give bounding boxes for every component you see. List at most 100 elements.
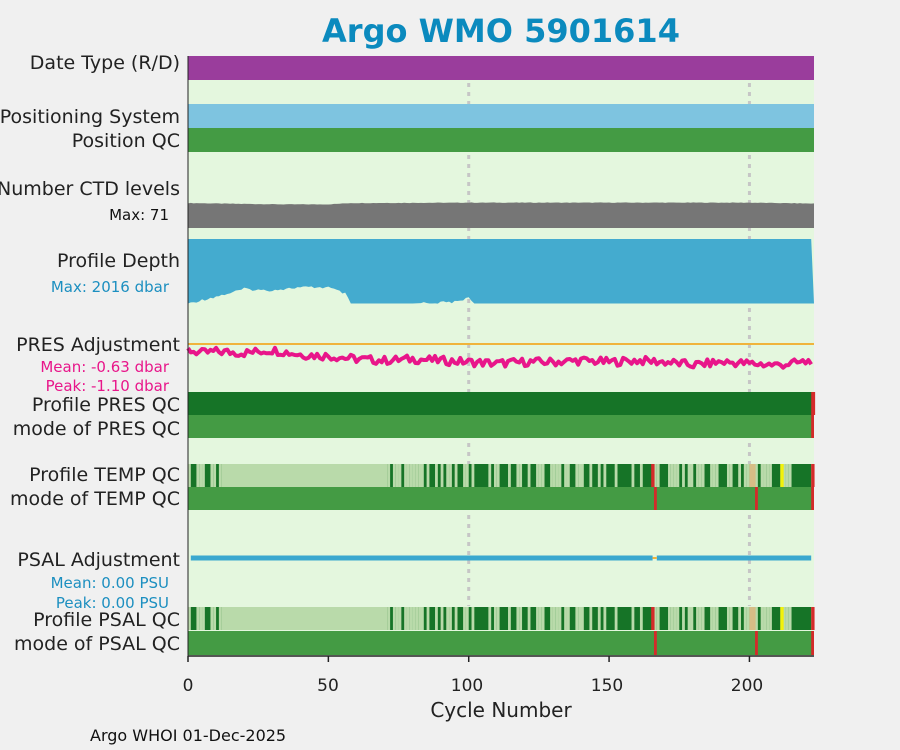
x-axis-label: Cycle Number [430,698,572,722]
profile-psal-qc-stripe [597,607,601,630]
profile-temp-qc-stripe [196,464,200,487]
profile-psal-qc-stripe [508,607,511,630]
pres-qc-flag [811,392,816,415]
profile-temp-qc-stripe [670,464,674,487]
profile-temp-qc-stripe [527,464,531,487]
profile-psal-qc-stripe [783,607,786,630]
profile-psal-qc-stripe [488,607,492,630]
profile-temp-qc-stripe [398,464,402,487]
ctd-levels-max: Max: 71 [109,206,169,224]
profile-temp-qc-stripe [392,464,396,487]
profile-temp-qc-flag [780,464,784,487]
profile-temp-qc-stripe [202,464,205,487]
profile-psal-qc-stripe [440,607,444,630]
profile-temp-qc-stripe [213,464,217,487]
profile-psal-qc-stripe [603,607,607,630]
profile-psal-qc-stripe [555,607,559,630]
profile-temp-qc-stripe [519,464,523,487]
profile-temp-qc-stripe [199,464,203,487]
label-profile-pres-qc: Profile PRES QC [31,394,180,416]
profile-temp-qc-stripe [639,464,643,487]
profile-temp-qc-stripe [763,464,767,487]
psal-adjustment-peak: Peak: 0.00 PSU [55,594,169,612]
profile-psal-qc-stripe [729,607,733,630]
profile-temp-qc-stripe [516,464,520,487]
profile-psal-qc-stripe [558,607,562,630]
profile-psal-qc-stripe [712,607,716,630]
profile-psal-qc-stripe [631,607,635,630]
profile-psal-qc-stripe [538,607,542,630]
label-positioning-system: Positioning System [0,106,180,128]
profile-psal-qc-stripe [449,607,452,630]
profile-temp-qc-stripe [404,464,407,487]
profile-psal-qc-stripe [566,607,570,630]
footer-credit: Argo WHOI 01-Dec-2025 [90,726,287,745]
profile-temp-qc-stripe [564,464,567,487]
profile-temp-qc-stripe [426,464,430,487]
profile-psal-qc-stripe [760,607,764,630]
profile-psal-qc-stripe [213,607,217,630]
mode-psal-qc-bar [188,631,814,655]
profile-temp-qc-stripe [471,464,475,487]
profile-psal-qc-stripe [746,607,750,630]
profile-depth-area [188,239,814,304]
profile-psal-qc-stripe [493,607,497,630]
mode-psal-qc-flag [811,631,814,655]
label-mode-psal-qc: mode of PSAL QC [14,633,180,655]
pres-adjustment-mean: Mean: -0.63 dbar [40,358,169,376]
profile-temp-qc-stripe [760,464,764,487]
pres-adjustment-peak: Peak: -1.10 dbar [45,377,169,395]
profile-temp-qc-stripe [508,464,511,487]
label-ctd-levels: Number CTD levels [0,178,180,200]
profile-psal-qc-stripe [406,607,410,630]
profile-temp-qc-stripe [656,464,660,487]
mode-pres-qc-bar [188,415,814,438]
profile-psal-qc-stripe [550,607,553,630]
profile-psal-qc-stripe [454,607,458,630]
profile-psal-qc-stripe [698,607,702,630]
ctd-levels-area [188,202,814,228]
profile-psal-qc-stripe [516,607,520,630]
profile-psal-qc-stripe [471,607,475,630]
profile-temp-qc-stripe [550,464,553,487]
profile-psal-qc-stripe [465,607,469,630]
profile-psal-qc-stripe [199,607,203,630]
profile-temp-qc-stripe [387,464,391,487]
profile-temp-qc-stripe [395,464,399,487]
profile-temp-qc-stripe [729,464,733,487]
profile-temp-qc-segment [221,464,388,487]
mode-temp-qc-flag [653,487,657,510]
label-psal-adjustment: PSAL Adjustment [17,549,180,571]
profile-temp-qc-stripe [701,464,705,487]
label-mode-temp-qc: mode of TEMP QC [10,488,180,510]
profile-temp-qc-stripe [496,464,500,487]
profile-temp-qc-stripe [493,464,497,487]
profile-temp-qc-stripe [653,464,657,487]
label-profile-depth: Profile Depth [57,250,180,272]
x-tick-label: 100 [450,676,484,696]
label-position-qc: Position QC [71,130,180,152]
x-tick-label: 200 [730,676,764,696]
profile-temp-qc-stripe [783,464,786,487]
profile-psal-qc-segment [221,607,388,630]
profile-psal-qc-stripe [766,607,770,630]
profile-psal-qc-stripe [785,607,789,630]
profile-psal-qc-stripe [463,607,466,630]
profile-psal-qc-stripe [589,607,593,630]
profile-temp-qc-stripe [558,464,562,487]
profile-temp-qc-stripe [682,464,685,487]
profile-psal-qc-stripe [676,607,680,630]
profile-temp-qc-stripe [488,464,492,487]
profile-temp-qc-stripe [575,464,579,487]
profile-temp-qc-stripe [785,464,789,487]
mode-temp-qc-flag [811,487,814,510]
profile-psal-qc-flag [811,607,815,630]
profile-psal-qc-stripe [673,607,677,630]
profile-temp-qc-stripe [614,464,618,487]
profile-psal-qc-stripe [527,607,531,630]
profile-temp-qc-stripe [435,464,438,487]
profile-temp-qc-stripe [581,464,584,487]
profile-psal-qc-flag [749,607,753,630]
profile-psal-qc-stripe [696,607,699,630]
